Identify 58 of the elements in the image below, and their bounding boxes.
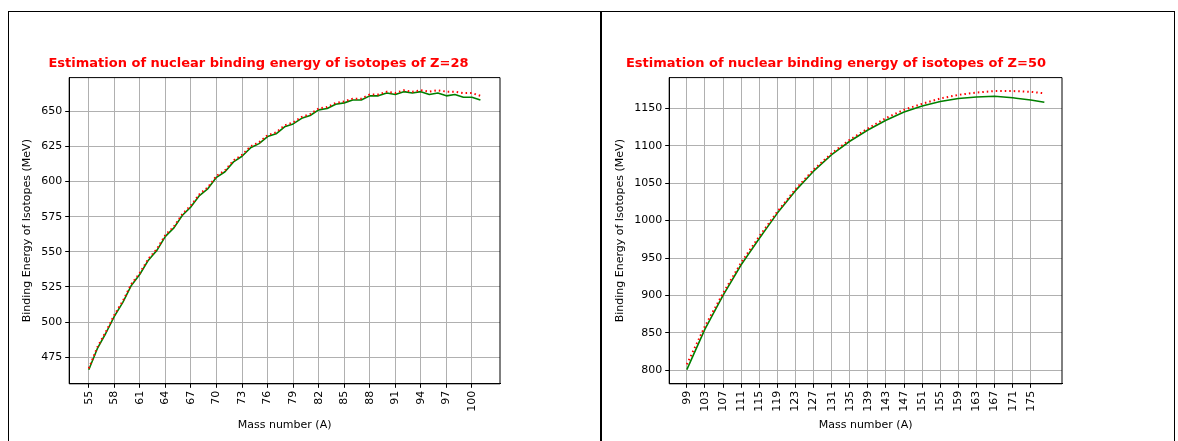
y-tick-label: 850 [641,325,663,339]
x-tick-label: 155 [933,390,947,412]
x-tick-label: 94 [413,390,427,405]
y-tick-label: 800 [641,363,663,377]
chart-title: Estimation of nuclear binding energy of isotopes of Z=50 [625,55,1047,71]
y-tick-label: 900 [641,288,663,302]
y-axis-title: Binding Energy of Isotopes (MeV) [20,139,34,323]
x-tick-label: 88 [362,390,376,405]
x-tick-label: 139 [860,390,874,412]
y-tick-label: 550 [41,244,63,258]
x-tick-label: 70 [209,390,223,405]
y-tick-label: 625 [41,139,63,153]
x-tick-label: 167 [987,390,1001,412]
x-tick-label: 82 [311,390,325,405]
x-tick-label: 64 [158,390,172,405]
y-tick-label: 950 [641,250,663,264]
x-tick-label: 143 [878,390,892,412]
y-axis-title: Binding Energy of Isotopes (MeV) [613,139,627,323]
x-tick-label: 73 [234,390,248,405]
x-tick-label: 163 [969,390,983,412]
y-tick-label: 1050 [634,176,663,190]
x-tick-label: 111 [734,390,748,412]
y-tick-label: 525 [41,279,63,293]
x-tick-label: 55 [81,390,95,405]
x-tick-label: 175 [1023,390,1037,412]
x-tick-label: 123 [788,390,802,412]
x-tick-label: 79 [285,390,299,405]
x-tick-label: 99 [679,390,693,405]
x-tick-label: 131 [824,390,838,412]
y-tick-label: 1100 [634,138,663,152]
x-axis-title: Mass number (A) [237,418,332,432]
y-tick-label: 475 [41,349,63,363]
x-tick-label: 91 [388,390,402,405]
y-tick-label: 500 [41,314,63,328]
x-tick-label: 127 [806,390,820,412]
x-tick-label: 58 [107,390,121,405]
x-tick-label: 61 [132,390,146,405]
x-tick-label: 159 [951,390,965,412]
x-tick-label: 76 [260,390,274,405]
x-tick-label: 147 [896,390,910,412]
x-tick-label: 115 [752,390,766,412]
x-tick-label: 135 [842,390,856,412]
x-tick-label: 119 [770,390,784,412]
x-tick-label: 171 [1005,390,1019,412]
x-tick-label: 85 [337,390,351,405]
y-tick-label: 575 [41,209,63,223]
y-tick-label: 1150 [634,101,663,115]
x-tick-label: 100 [464,390,478,412]
x-tick-label: 67 [183,390,197,405]
chart-title: Estimation of nuclear binding energy of isotopes of Z=28 [48,55,469,71]
y-tick-label: 600 [41,174,63,188]
x-tick-label: 97 [439,390,453,405]
x-tick-label: 151 [915,390,929,412]
x-tick-label: 107 [715,390,729,412]
x-axis-title: Mass number (A) [818,418,913,432]
y-tick-label: 1000 [634,213,663,227]
y-tick-label: 650 [41,104,63,118]
x-tick-label: 103 [697,390,711,412]
